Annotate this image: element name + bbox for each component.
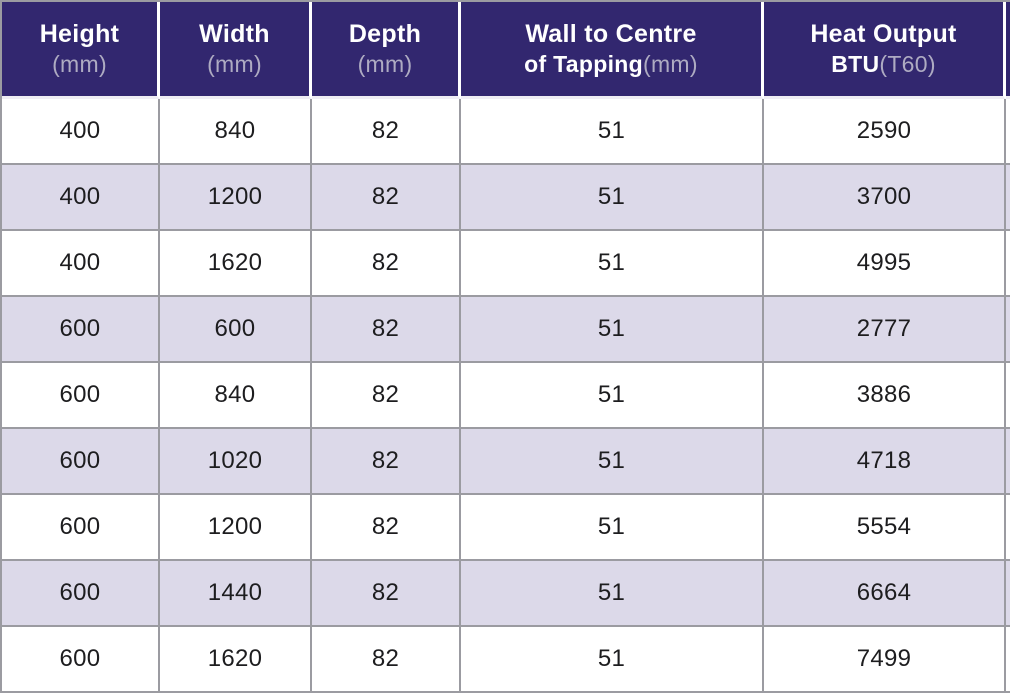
- table-row: 400 840 82 51 2590: [2, 99, 1010, 165]
- col-header-wall-to-centre: Wall to Centre of Tapping(mm): [461, 2, 764, 99]
- col-header-width: Width (mm): [160, 2, 312, 99]
- table-cell: 600: [160, 297, 312, 363]
- table-cell: 600: [2, 363, 160, 429]
- table-cell: 82: [312, 165, 461, 231]
- table-row: 600 1440 82 51 6664: [2, 561, 1010, 627]
- table-cell: 400: [2, 231, 160, 297]
- header-title: Depth: [348, 19, 422, 48]
- table-cell: 1020: [160, 429, 312, 495]
- table-cell: 1200: [160, 165, 312, 231]
- table-cell: 51: [461, 231, 764, 297]
- table-cell: 82: [312, 627, 461, 693]
- table-row: 600 1620 82 51 7499: [2, 627, 1010, 693]
- table-cell: 1440: [160, 561, 312, 627]
- table-cell: 2777: [764, 297, 1006, 363]
- table-cell: 51: [461, 429, 764, 495]
- table-cell: 600: [2, 627, 160, 693]
- header-title: Width: [199, 19, 270, 48]
- table-cell: 1620: [160, 627, 312, 693]
- table-cell: 600: [2, 561, 160, 627]
- header-title-2: BTU: [831, 51, 880, 78]
- table-cell: 2590: [764, 99, 1006, 165]
- table-cell: 6664: [764, 561, 1006, 627]
- table-row: 600 840 82 51 3886: [2, 363, 1010, 429]
- header-unit: (mm): [207, 51, 262, 78]
- table-cell: 82: [312, 429, 461, 495]
- cropped-cell: [1006, 429, 1010, 495]
- table-cell: 51: [461, 99, 764, 165]
- header-title: Heat Output: [810, 19, 957, 48]
- table-cell: 600: [2, 429, 160, 495]
- header-title: Wall to Centre: [525, 19, 697, 48]
- table-row: 400 1200 82 51 3700: [2, 165, 1010, 231]
- table-body: 400 840 82 51 2590 400 1200 82 51 3700 400 1620 82 51…: [2, 99, 1010, 693]
- table-cell: 51: [461, 627, 764, 693]
- table-cell: 7499: [764, 627, 1006, 693]
- table-cell: 82: [312, 561, 461, 627]
- header-title-2: of Tapping: [524, 51, 643, 78]
- table-row: 600 1020 82 51 4718: [2, 429, 1010, 495]
- header-row: Height (mm) Width (mm) Depth (mm) Wall t…: [2, 2, 1010, 99]
- table-cell: 82: [312, 297, 461, 363]
- table-cell: 51: [461, 561, 764, 627]
- table-cell: 82: [312, 231, 461, 297]
- table-cell: 51: [461, 495, 764, 561]
- table-cell: 3700: [764, 165, 1006, 231]
- table-cell: 3886: [764, 363, 1006, 429]
- table-cell: 1200: [160, 495, 312, 561]
- cropped-cell: [1006, 99, 1010, 165]
- table-cell: 840: [160, 99, 312, 165]
- header-unit: (mm): [52, 51, 107, 78]
- header-title: Height: [39, 19, 120, 48]
- table-cell: 1620: [160, 231, 312, 297]
- col-header-height: Height (mm): [2, 2, 160, 99]
- cropped-cell: [1006, 363, 1010, 429]
- table-row: 600 1200 82 51 5554: [2, 495, 1010, 561]
- table-cell: 51: [461, 297, 764, 363]
- table-cell: 400: [2, 99, 160, 165]
- table-cell: 840: [160, 363, 312, 429]
- header-unit: (T60): [879, 51, 936, 78]
- cropped-cell: [1006, 495, 1010, 561]
- table-cell: 5554: [764, 495, 1006, 561]
- table-cell: 600: [2, 495, 160, 561]
- table-cell: 51: [461, 363, 764, 429]
- table-row: 400 1620 82 51 4995: [2, 231, 1010, 297]
- table-cell: 4718: [764, 429, 1006, 495]
- header-unit: (mm): [642, 51, 698, 78]
- header-unit: (mm): [357, 51, 413, 78]
- table-cell: 82: [312, 495, 461, 561]
- table-cell: 400: [2, 165, 160, 231]
- cropped-cell: [1006, 165, 1010, 231]
- table-cell: 82: [312, 363, 461, 429]
- cropped-cell: [1006, 297, 1010, 363]
- table-cell: 82: [312, 99, 461, 165]
- table-cell: 600: [2, 297, 160, 363]
- cropped-cell: [1006, 561, 1010, 627]
- col-header-cropped: [1006, 2, 1010, 99]
- cropped-cell: [1006, 627, 1010, 693]
- table-cell: 51: [461, 165, 764, 231]
- table-row: 600 600 82 51 2777: [2, 297, 1010, 363]
- table-cell: 4995: [764, 231, 1006, 297]
- col-header-depth: Depth (mm): [312, 2, 461, 99]
- cropped-cell: [1006, 231, 1010, 297]
- col-header-heat-output: Heat Output BTU(T60): [764, 2, 1006, 99]
